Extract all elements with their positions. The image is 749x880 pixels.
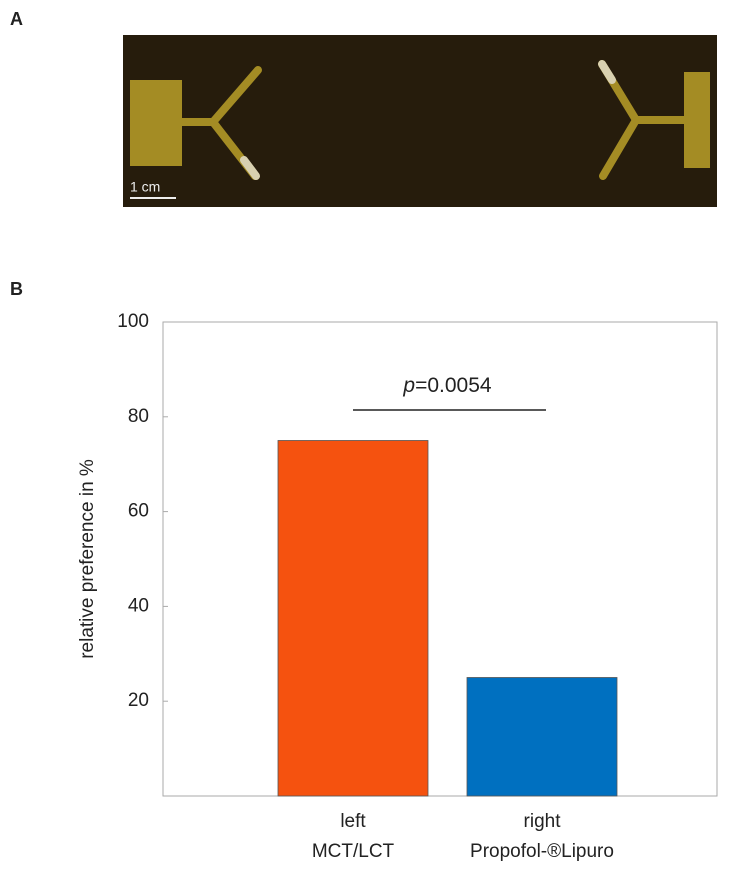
y-tick-label: 60: [128, 501, 149, 522]
y-tick-label: 80: [128, 406, 149, 427]
x-tick-sublabel: Propofol-®Lipuro: [470, 841, 614, 862]
plot-frame: [162, 321, 718, 797]
scale-bar-label: 1 cm: [130, 179, 160, 195]
x-tick-sublabel: MCT/LCT: [312, 841, 395, 862]
bar: [466, 677, 618, 797]
p-value: =0.0054: [415, 374, 492, 397]
y-tick-label: 40: [128, 595, 149, 616]
y-axis-label: relative preference in %: [77, 459, 98, 659]
photo: [123, 35, 717, 207]
x-tick-label: left: [340, 811, 366, 832]
y-tick-label: 100: [117, 311, 149, 332]
p-symbol: p: [402, 374, 415, 397]
significance-label: p=0.0054: [402, 374, 492, 397]
panel-label: A: [10, 9, 23, 29]
panel-label: B: [10, 279, 23, 299]
bar: [277, 440, 429, 797]
x-tick-label: right: [524, 811, 562, 832]
y-tick-label: 20: [128, 690, 149, 711]
